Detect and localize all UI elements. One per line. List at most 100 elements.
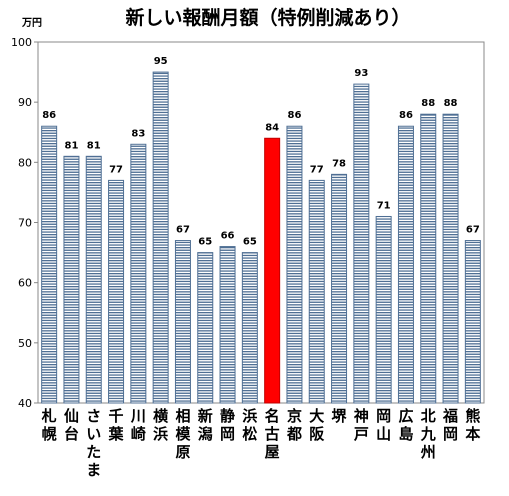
data-label: 95	[154, 56, 168, 67]
category-label-char: 神	[354, 407, 369, 425]
category-label-char: 相	[175, 407, 190, 425]
bar	[442, 113, 459, 404]
bar-highlight	[264, 137, 281, 404]
bar	[63, 155, 80, 404]
bar	[375, 215, 392, 404]
category-label-char: た	[86, 443, 101, 461]
y-axis-unit-label: 万円	[21, 17, 42, 29]
plot-border	[37, 41, 485, 404]
data-label: 78	[332, 158, 346, 169]
bar	[241, 252, 258, 404]
category-label-char: 福	[442, 407, 458, 425]
category-label-char: 千	[109, 407, 124, 425]
plot-area: 40 50 60 70 80 90 100 86 札幌 81 仙台 81 さいたま 77 千葉 83 川崎 95 横…	[11, 36, 485, 479]
category-label-char: 新	[198, 407, 213, 425]
data-label: 77	[109, 164, 123, 175]
bar	[174, 240, 191, 404]
data-label: 81	[87, 140, 101, 151]
category-label-char: 幌	[42, 425, 57, 443]
bar	[286, 125, 303, 404]
category-label-char: 崎	[131, 425, 146, 443]
bar	[353, 83, 370, 404]
category-label: 福岡	[442, 407, 458, 443]
category-label: さいたま	[86, 407, 101, 479]
y-tick-label: 40	[18, 397, 32, 410]
category-label: 静岡	[220, 407, 235, 443]
category-label-char: 大	[309, 407, 324, 425]
category-label: 名古屋	[265, 407, 280, 461]
category-label-char: 原	[175, 443, 190, 461]
category-label-char: 古	[265, 425, 280, 443]
category-label-char: 模	[175, 425, 191, 443]
category-label-char: 浜	[242, 407, 257, 425]
category-label-char: 札	[41, 407, 57, 425]
category-label-char: 名	[265, 407, 280, 425]
y-tick-label: 90	[18, 96, 32, 109]
category-label: 仙台	[64, 407, 79, 443]
data-label: 71	[377, 200, 391, 211]
category-label-char: 台	[64, 425, 79, 443]
data-label: 88	[444, 98, 458, 109]
bar	[464, 240, 481, 404]
category-label-char: 浜	[153, 425, 168, 443]
category-label-char: 熊	[465, 407, 480, 425]
category-label-char: 堺	[332, 407, 348, 425]
category-label-char: 阪	[309, 425, 325, 443]
category-label-char: 葉	[108, 425, 125, 443]
data-label: 88	[421, 98, 435, 109]
data-label: 67	[466, 225, 480, 236]
category-label-char: 屋	[265, 443, 280, 461]
bar	[197, 252, 214, 404]
data-label: 93	[354, 68, 368, 79]
category-label: 大阪	[309, 407, 325, 443]
category-label: 熊本	[465, 407, 480, 443]
category-label-char: 岡	[376, 407, 391, 425]
category-label: 千葉	[108, 407, 125, 443]
data-label: 77	[310, 164, 324, 175]
category-label-char: 松	[242, 425, 257, 443]
category-label: 相模原	[175, 407, 191, 461]
category-label-char: 横	[153, 407, 169, 425]
data-label: 86	[399, 110, 413, 121]
category-label: 京都	[286, 407, 302, 443]
category-label-char: 本	[465, 425, 480, 443]
category-label-char: 広	[398, 407, 413, 425]
y-tick-label: 60	[18, 277, 32, 290]
bar	[85, 155, 102, 404]
category-label: 新潟	[198, 407, 213, 443]
data-label: 65	[243, 237, 257, 248]
category-label-char: 川	[130, 407, 146, 425]
category-label: 川崎	[130, 407, 146, 443]
category-label-char: 戸	[354, 425, 369, 443]
category-label-char: 山	[376, 425, 391, 443]
category-label-char: 北	[421, 407, 436, 425]
category-label: 北九州	[420, 407, 436, 461]
data-label: 86	[287, 110, 301, 121]
chart-title: 新しい報酬月額（特例削減あり）	[125, 6, 410, 29]
category-label-char: 仙	[64, 407, 79, 425]
category-label-char: 岡	[220, 425, 235, 443]
category-label-char: 州	[420, 443, 436, 461]
data-label: 81	[64, 140, 78, 151]
data-label: 67	[176, 225, 190, 236]
category-label-char: 岡	[443, 425, 458, 443]
category-label-char: 静	[220, 407, 235, 425]
category-label-char: さ	[86, 407, 101, 425]
category-label-char: い	[86, 425, 101, 443]
bar	[397, 125, 414, 404]
category-label-char: 都	[286, 425, 302, 443]
data-label: 83	[131, 128, 145, 139]
data-label: 65	[198, 237, 212, 248]
bar	[152, 71, 169, 404]
category-label-char: 島	[398, 425, 413, 443]
data-label: 86	[42, 110, 56, 121]
bar	[130, 143, 147, 404]
category-label-char: 京	[287, 407, 302, 425]
category-label-char: 潟	[198, 425, 213, 443]
category-label: 広島	[398, 407, 413, 443]
y-tick-label: 100	[11, 36, 32, 49]
category-label: 札幌	[41, 407, 57, 443]
bar	[308, 179, 325, 404]
bar	[41, 125, 58, 404]
